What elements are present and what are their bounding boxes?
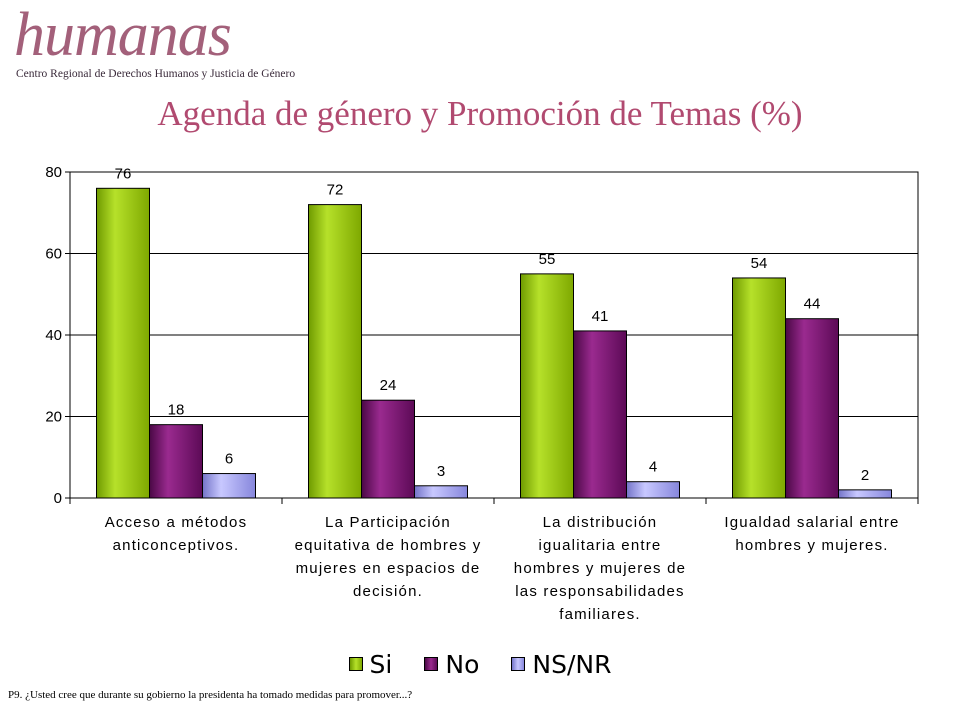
x-category-label: igualitaria entre bbox=[539, 537, 662, 554]
legend-label-nsnr: NS/NR bbox=[532, 649, 612, 679]
logo-subtitle: Centro Regional de Derechos Humanos y Ju… bbox=[16, 68, 296, 80]
y-tick-label: 80 bbox=[45, 164, 62, 181]
data-label-nsnr: 3 bbox=[437, 463, 445, 480]
x-category-label: mujeres en espacios de bbox=[296, 560, 481, 577]
bar-nsnr bbox=[626, 481, 680, 499]
x-category-label: Igualdad salarial entre bbox=[724, 514, 899, 531]
data-label-nsnr: 2 bbox=[861, 467, 869, 484]
x-category-label: Acceso a métodos bbox=[105, 514, 248, 531]
bar-no bbox=[573, 330, 627, 499]
y-tick-label: 20 bbox=[45, 409, 62, 426]
data-label-nsnr: 6 bbox=[225, 451, 233, 468]
legend-swatch-si bbox=[348, 657, 363, 671]
data-label-nsnr: 4 bbox=[649, 459, 657, 476]
page-title: Agenda de género y Promoción de Temas (%… bbox=[157, 94, 803, 133]
bar-no bbox=[785, 318, 839, 499]
legend-label-no: No bbox=[445, 649, 480, 679]
bar-nsnr bbox=[838, 489, 892, 499]
data-label-si: 55 bbox=[539, 251, 556, 268]
data-label-no: 24 bbox=[380, 377, 397, 394]
bar-si bbox=[96, 187, 150, 499]
bar-nsnr bbox=[202, 473, 256, 499]
x-category-label: decisión. bbox=[353, 583, 423, 600]
x-category-label: anticonceptivos. bbox=[113, 537, 240, 554]
bar-si bbox=[520, 273, 574, 499]
bar-no bbox=[361, 399, 415, 499]
y-tick-label: 0 bbox=[54, 490, 62, 507]
x-category-label: familiares. bbox=[559, 606, 641, 623]
legend-swatch-no bbox=[424, 657, 439, 671]
bar-nsnr bbox=[414, 485, 468, 499]
data-label-no: 18 bbox=[168, 402, 185, 419]
x-category-label: hombres y mujeres. bbox=[735, 537, 888, 554]
data-label-no: 44 bbox=[804, 296, 821, 313]
data-label-si: 54 bbox=[751, 255, 768, 272]
data-label-si: 76 bbox=[115, 165, 132, 182]
question-footnote: P9. ¿Usted cree que durante su gobierno … bbox=[8, 689, 413, 701]
y-tick-label: 60 bbox=[45, 246, 62, 263]
x-category-label: equitativa de hombres y bbox=[295, 537, 482, 554]
legend-item-nsnr: NS/NR bbox=[511, 650, 611, 679]
bar-no bbox=[149, 424, 203, 499]
x-category-label: las responsabilidades bbox=[515, 583, 684, 600]
legend-label-si: Si bbox=[369, 649, 393, 679]
data-label-si: 72 bbox=[327, 182, 344, 199]
data-label-no: 41 bbox=[592, 308, 609, 325]
x-category-label: hombres y mujeres de bbox=[514, 560, 686, 577]
y-tick-label: 40 bbox=[45, 327, 62, 344]
bar-si bbox=[732, 277, 786, 499]
logo-wordmark: humanas bbox=[14, 1, 232, 69]
x-category-label: La Participación bbox=[325, 514, 451, 531]
x-category-label: La distribución bbox=[543, 514, 658, 531]
legend-swatch-nsnr bbox=[511, 657, 526, 671]
chart-legend: Si No NS/NR bbox=[0, 648, 960, 680]
legend-item-si: Si bbox=[348, 649, 393, 679]
bar-si bbox=[308, 204, 362, 499]
legend-item-no: No bbox=[424, 650, 479, 679]
humanas-logo: humanas Centro Regional de Derechos Huma… bbox=[14, 4, 314, 84]
